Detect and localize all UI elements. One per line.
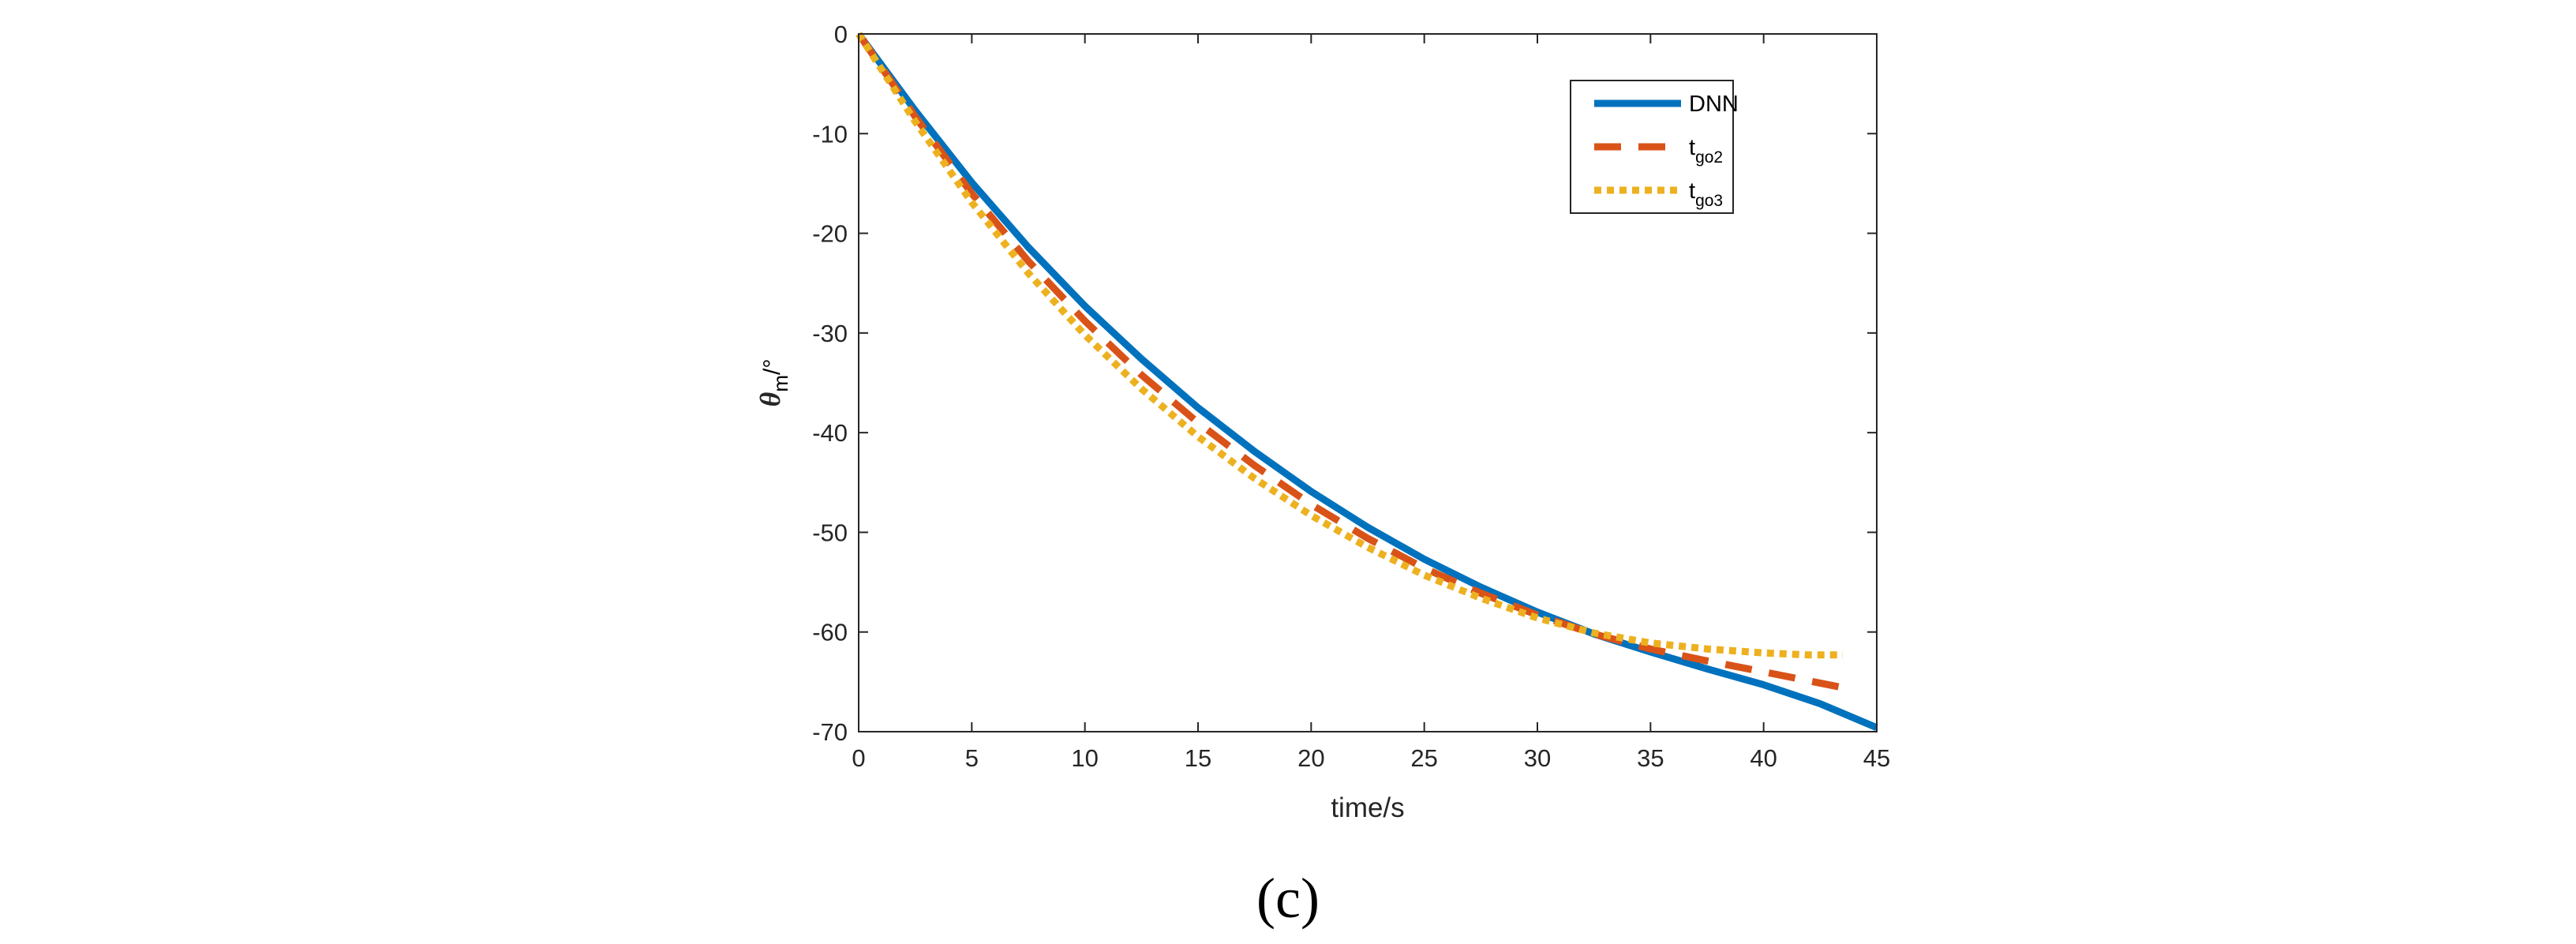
series-line-tgo3 <box>856 32 1843 659</box>
x-tick-label: 0 <box>852 744 865 772</box>
y-tick-label: -20 <box>812 220 848 248</box>
y-tick-label: -50 <box>812 519 848 546</box>
x-tick-label: 45 <box>1863 744 1890 772</box>
legend-label-subscript: go2 <box>1695 148 1723 167</box>
x-tick-label: 40 <box>1750 744 1777 772</box>
x-axis-ticks: 0 5 10 15 20 25 30 35 40 45 <box>852 34 1890 772</box>
x-tick-label: 15 <box>1185 744 1211 772</box>
legend-label-subscript: go3 <box>1695 192 1723 210</box>
y-tick-label: -30 <box>812 320 848 347</box>
y-tick-label: -40 <box>812 419 848 447</box>
panel-label: (c) <box>1256 867 1320 930</box>
series-layer <box>856 32 1878 732</box>
x-tick-label: 25 <box>1410 744 1437 772</box>
svg-text:θm/°: θm/° <box>754 359 792 407</box>
legend-label-main: t <box>1689 135 1695 160</box>
y-axis-ticks: 0 -10 -20 -30 -40 -50 -60 -70 <box>812 21 1877 746</box>
y-axis-subscript: m <box>769 375 792 392</box>
x-axis-title: time/s <box>1331 792 1404 823</box>
legend-label-tgo2: tgo2 <box>1689 135 1723 167</box>
x-tick-label: 5 <box>965 744 979 772</box>
x-tick-label: 35 <box>1637 744 1664 772</box>
legend-label-main: DNN <box>1689 92 1739 117</box>
y-tick-label: -10 <box>812 120 848 148</box>
series-line-DNN <box>856 32 1878 732</box>
legend-label-DNN: DNN <box>1689 92 1739 117</box>
y-tick-label: -60 <box>812 619 848 646</box>
x-tick-label: 20 <box>1297 744 1324 772</box>
y-axis-symbol: θ <box>754 391 786 406</box>
legend-label-main: t <box>1689 178 1695 204</box>
x-tick-label: 10 <box>1071 744 1098 772</box>
y-tick-label: -70 <box>812 718 848 746</box>
y-axis-unit: /° <box>759 359 785 375</box>
x-tick-label: 30 <box>1524 744 1551 772</box>
series-line-tgo2 <box>856 32 1855 694</box>
legend-label-tgo3: tgo3 <box>1689 178 1723 210</box>
y-axis-title: θm/° <box>754 359 792 407</box>
y-tick-label: 0 <box>834 21 848 48</box>
